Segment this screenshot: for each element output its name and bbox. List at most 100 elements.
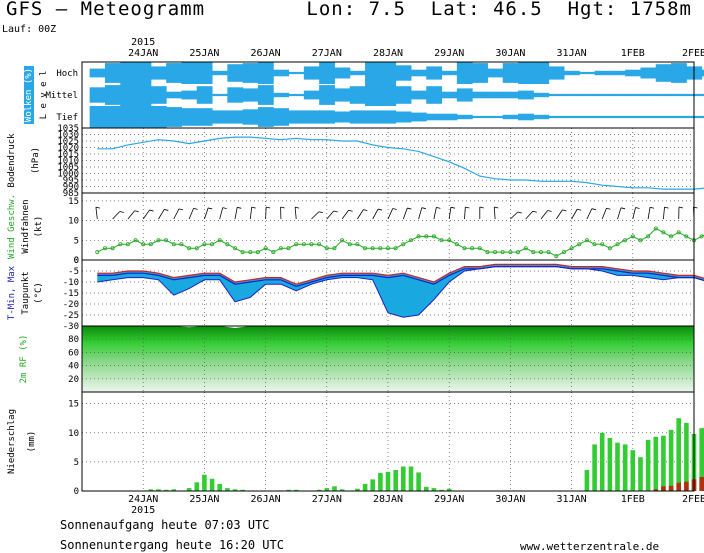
precip-ylabel: Niederschlag [7, 409, 17, 474]
cloud-cell [196, 62, 213, 84]
wind-speed-point [485, 250, 490, 255]
x-tick-label-top: 1FEB [621, 48, 645, 59]
cloud-cell [104, 85, 121, 105]
wind-speed-point [225, 242, 230, 247]
wind-speed-point [324, 246, 329, 251]
wind-speed-point [194, 246, 199, 251]
wind-barb [464, 207, 466, 220]
cloud-cell [548, 66, 565, 80]
wind-speed-point [500, 250, 505, 255]
cloud-cell [166, 63, 182, 83]
cloud-cell [671, 63, 687, 83]
wind-barb-flag [95, 206, 101, 209]
wind-speed-point [615, 242, 620, 247]
cloud-cell [196, 86, 213, 104]
cloud-cell [395, 111, 412, 123]
precip-tick-label: 0 [74, 487, 79, 497]
wind-speed-point [462, 246, 467, 251]
precip-bar [163, 489, 169, 491]
wind-barb [555, 209, 563, 220]
wind-speed-point [562, 250, 567, 255]
wind-speed-point [393, 246, 398, 251]
wind-barb [632, 207, 636, 220]
precip-convective-bar [661, 486, 666, 491]
cloud-cell [257, 107, 274, 127]
cloud-cell [135, 106, 152, 128]
cloud-cell [594, 70, 611, 76]
wind-speed-point [447, 238, 452, 243]
pressure-tick-label: 1000 [57, 170, 79, 180]
wind-barb-flag [149, 209, 154, 212]
cloud-cell [242, 109, 259, 125]
cloud-cell [594, 93, 611, 97]
wind-speed-point [684, 234, 689, 239]
cloud-cell [671, 115, 687, 119]
wind-barb [540, 210, 548, 220]
wind-speed-point [577, 242, 582, 247]
wind-barb-flag [606, 207, 611, 210]
precip-bar [332, 486, 337, 491]
cloud-cell [212, 70, 228, 76]
x-tick-label-bottom: 27JAN [312, 494, 342, 505]
cloud-cell [701, 69, 704, 77]
cloud-cell [257, 85, 274, 105]
cloud-cell [563, 115, 580, 119]
cloud-cell [303, 66, 320, 80]
precip-bar [370, 479, 375, 491]
cloud-cell [334, 67, 351, 79]
cloud-cell [150, 66, 167, 80]
temp-tick-label: 0 [74, 256, 79, 266]
wind-speed-point [546, 250, 551, 255]
wind-tick-label: 5 [74, 236, 79, 246]
wind-barb-flag [222, 207, 227, 209]
wind-barb [158, 209, 165, 220]
pressure-tick-label: 1010 [57, 157, 79, 167]
precip-bar [607, 438, 613, 491]
x-tick-label-bottom: 31JAN [557, 494, 587, 505]
wind-barb-flag [237, 206, 242, 209]
cloud-cell [441, 113, 458, 121]
cloud-cell [502, 91, 519, 99]
wind-barb-flag [134, 210, 139, 213]
x-tick-label-bottom: 1FEB [621, 494, 645, 505]
wind-speed-point [133, 238, 138, 243]
rh-area [82, 326, 704, 392]
cloud-cell [120, 84, 137, 106]
cloud-cell [594, 115, 611, 119]
wind-barb-flag [348, 209, 353, 212]
wind-speed-point [600, 242, 605, 247]
wind-speed-point [554, 254, 559, 259]
wind-barb-flag [280, 206, 285, 209]
pressure-ylabel: Bodendruck [7, 133, 17, 188]
wind-speed-point [347, 242, 352, 247]
cloud-cell [257, 62, 274, 84]
temp-ylabel2: Taupunkt [21, 271, 31, 314]
precip-bar [232, 489, 238, 491]
precip-bar [599, 432, 605, 491]
x-tick-label-top: 31JAN [557, 48, 587, 59]
cloud-cell [395, 86, 412, 104]
wind-barb-flag [266, 206, 271, 209]
precip-bar [584, 470, 590, 491]
cloud-cell [380, 110, 397, 124]
year-label-top: 2015 [131, 37, 155, 48]
cloud-cell [472, 63, 488, 83]
precip-bar [385, 471, 391, 491]
wind-ylabel3: (kt) [34, 216, 44, 238]
cloud-cell [181, 62, 198, 84]
cloud-cell [365, 84, 381, 106]
wind-speed-point [676, 230, 681, 235]
model-run: Lauf: 00Z [2, 24, 57, 35]
precip-bar [684, 422, 689, 491]
pressure-ylabel2: (hPa) [31, 147, 41, 174]
wind-speed-point [355, 242, 360, 247]
wind-speed-point [378, 246, 383, 251]
wind-speed-point [148, 242, 153, 247]
cloud-cell [625, 93, 641, 97]
cloud-cell [104, 106, 121, 128]
cloud-cell [579, 71, 596, 75]
precip-convective-bar [668, 485, 674, 491]
wind-barb-flag [392, 208, 397, 210]
precip-bar [362, 484, 368, 491]
pressure-tick-label: 1025 [57, 137, 79, 147]
